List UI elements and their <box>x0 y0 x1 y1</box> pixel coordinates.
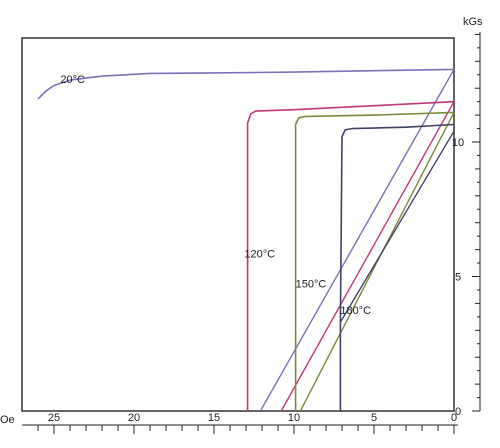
recoil-line-1 <box>280 101 455 412</box>
curve-label-1: 120°C <box>244 249 275 261</box>
axis-layer: kGs Oe 25 20 15 10 5 00 5 10 <box>0 16 483 434</box>
y-tick-label-2: 10 <box>452 137 464 149</box>
x-axis-label: Oe <box>0 414 15 426</box>
x-tick-label-1: 20 <box>128 412 140 424</box>
curve-1 <box>246 100 455 411</box>
x-tick-label-3: 10 <box>288 412 300 424</box>
y-axis-label: kGs <box>463 16 483 28</box>
y-tick-label-1: 5 <box>455 272 461 284</box>
recoil-line-2 <box>299 112 455 412</box>
recoil-line-0 <box>259 69 455 412</box>
plot-frame <box>21 37 455 412</box>
x-tick-label-0: 25 <box>48 412 60 424</box>
x-tick-label-2: 15 <box>208 412 220 424</box>
curve-3 <box>339 123 455 411</box>
label-layer: 20°C 120°C 150°C 180°C <box>60 74 371 317</box>
curve-label-2: 150°C <box>296 278 327 290</box>
x-tick-label-5: 0 <box>451 412 457 424</box>
series-layer <box>37 68 455 412</box>
y-tick-label-0: 0 <box>455 406 461 418</box>
curve-label-3: 180°C <box>340 305 371 317</box>
curve-2 <box>294 111 455 411</box>
x-tick-label-4: 5 <box>371 412 377 424</box>
curve-label-0: 20°C <box>60 74 85 86</box>
curve-0 <box>37 68 455 100</box>
recoil-line-3 <box>339 130 455 323</box>
